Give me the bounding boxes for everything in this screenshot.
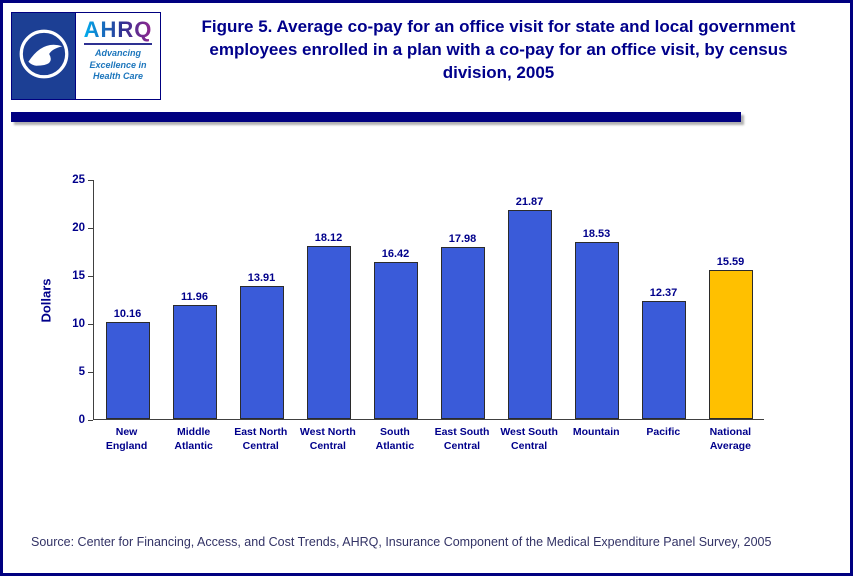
bar-value-label: 11.96 [181, 290, 208, 303]
bar-slot: 11.96 [161, 180, 228, 419]
y-axis-label-column: Dollars [33, 180, 59, 420]
y-tick-mark [88, 227, 93, 229]
bar-value-label: 21.87 [515, 195, 544, 208]
bar [641, 300, 686, 419]
x-labels: New England Middle Atlantic East North Cen… [93, 425, 764, 453]
hhs-logo [12, 13, 76, 99]
bar [373, 262, 418, 419]
bar [574, 241, 619, 419]
bar-value-label: 17.98 [448, 233, 477, 246]
bar-slot: 21.87 [496, 180, 563, 419]
y-tick: 0 [79, 414, 93, 426]
y-tick: 25 [72, 174, 93, 186]
divider-bar [11, 112, 741, 122]
y-tick-label: 5 [78, 366, 85, 378]
bar-value-label: 16.42 [381, 248, 410, 261]
y-tick: 20 [72, 222, 93, 234]
bar [105, 321, 150, 419]
x-axis-label: National Average [709, 426, 752, 453]
y-tick-mark [88, 371, 93, 373]
y-tick-label: 0 [78, 414, 85, 426]
bar [440, 247, 485, 419]
y-tick: 10 [72, 318, 93, 330]
plot-area: 10.16 11.96 13.91 18.12 16.42 17.98 21.87 18.53… [93, 180, 764, 420]
y-tick-label: 20 [72, 222, 85, 234]
bar-value-label: 12.37 [649, 286, 678, 299]
header: AHRQ Advancing Excellence in Health Care… [3, 3, 850, 100]
ahrq-logo: AHRQ Advancing Excellence in Health Care [76, 13, 160, 99]
y-tick-mark [88, 179, 93, 181]
bar-slot: 13.91 [228, 180, 295, 419]
hhs-eagle-icon [18, 28, 70, 85]
figure-title: Figure 5. Average co-pay for an office v… [201, 17, 796, 82]
bar-chart: Dollars 0 5 10 15 20 25 10.16 11.96 13.91 18.12 1… [33, 174, 764, 453]
bar-value-label: 10.16 [113, 307, 142, 320]
bar-slot: 18.53 [563, 180, 630, 419]
source-note: Source: Center for Financing, Access, an… [31, 535, 772, 549]
y-tick-mark [88, 275, 93, 277]
x-axis-label: East North Central [234, 426, 288, 453]
bar-slot: 17.98 [429, 180, 496, 419]
bar-slot: 12.37 [630, 180, 697, 419]
x-axis-label: West North Central [299, 426, 356, 453]
y-tick-label: 15 [72, 270, 85, 282]
x-axis-label: Pacific [646, 426, 681, 438]
logo-block: AHRQ Advancing Excellence in Health Care [11, 12, 161, 100]
bar-value-label: 18.53 [582, 227, 611, 240]
y-tick: 5 [79, 366, 93, 378]
y-tick: 15 [72, 270, 93, 282]
bar-slot: 18.12 [295, 180, 362, 419]
bar-value-label: 18.12 [314, 231, 343, 244]
x-axis-label: West South Central [500, 426, 558, 453]
y-axis: 0 5 10 15 20 25 [59, 174, 93, 426]
y-tick-mark [88, 323, 93, 325]
bar-value-label: 13.91 [247, 272, 276, 285]
bar-slot: 15.59 [697, 180, 764, 419]
y-axis-title: Dollars [38, 277, 54, 323]
bar [507, 209, 552, 419]
x-axis-label: East South Central [434, 426, 490, 453]
x-axis-label: Middle Atlantic [174, 426, 213, 453]
plot-column: 10.16 11.96 13.91 18.12 16.42 17.98 21.87 18.53… [93, 180, 764, 453]
ahrq-wordmark: AHRQ [83, 19, 153, 45]
ahrq-tagline: Advancing Excellence in Health Care [89, 48, 147, 82]
x-axis-label: Mountain [572, 426, 620, 438]
bar-value-label: 15.59 [716, 255, 745, 268]
y-tick-label: 25 [72, 174, 85, 186]
bar [306, 245, 351, 419]
x-axis-label: South Atlantic [375, 426, 415, 453]
y-tick-label: 10 [72, 318, 85, 330]
y-tick-mark [88, 419, 93, 421]
bar [239, 286, 284, 419]
bar [172, 304, 217, 419]
bar-slot: 10.16 [94, 180, 161, 419]
bar [708, 269, 753, 419]
bar-slot: 16.42 [362, 180, 429, 419]
x-axis-label: New England [105, 426, 148, 453]
